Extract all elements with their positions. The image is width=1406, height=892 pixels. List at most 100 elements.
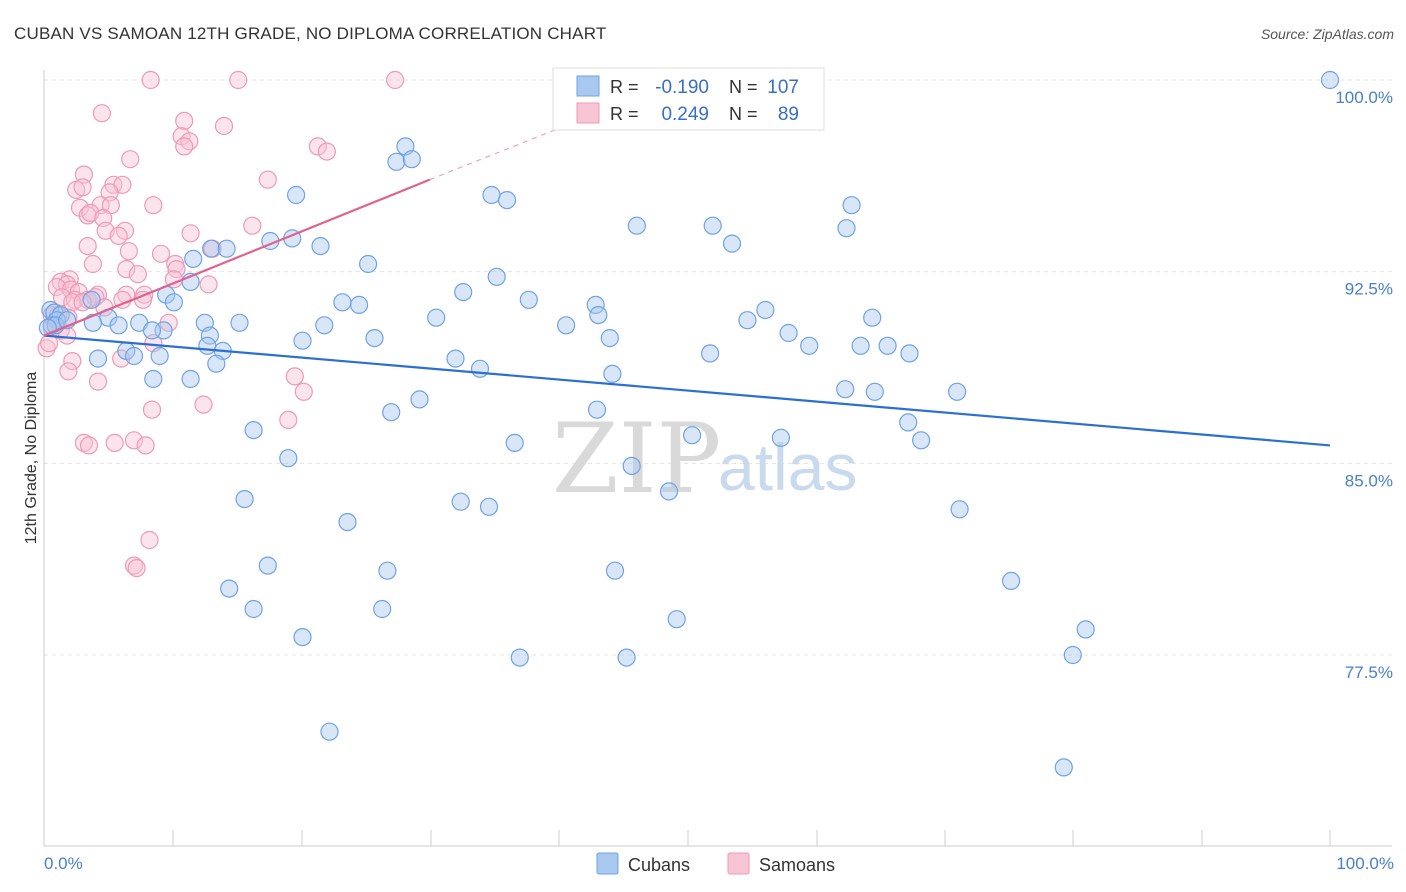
cubans-point-78 [382, 403, 401, 422]
samoans-trend-line [43, 178, 431, 337]
cubans-point-82 [682, 426, 702, 445]
samoans-point-34 [151, 244, 171, 263]
cubans-point-73 [181, 369, 200, 389]
cubans-point-14 [311, 237, 330, 256]
samoans-point-78 [279, 410, 298, 429]
samoans-point-9 [308, 137, 327, 156]
cubans-point-85 [505, 433, 524, 452]
cubans-point-21 [454, 283, 473, 302]
cubans-point-102 [1076, 620, 1095, 639]
samoans-point-13 [258, 170, 277, 189]
samoans-point-15 [73, 178, 92, 197]
cubans-point-88 [659, 482, 679, 501]
cubans-point-100 [373, 599, 392, 619]
cubans-trend-line [43, 334, 1331, 447]
cubans-point-94 [258, 556, 277, 575]
cubans-point-0 [1320, 70, 1340, 90]
stats-n-value-samoans: 89 [778, 104, 799, 125]
samoans-point-4 [175, 111, 194, 131]
cubans-point-80 [899, 413, 918, 432]
cubans-point-61 [88, 349, 108, 368]
samoans-point-82 [79, 436, 99, 455]
cubans-point-108 [1054, 758, 1073, 777]
chart-source: Source: ZipAtlas.com [1261, 26, 1394, 42]
cubans-point-98 [220, 579, 239, 598]
cubans-point-38 [863, 308, 882, 327]
cubans-point-83 [771, 428, 791, 447]
cubans-point-7 [842, 196, 861, 215]
cubans-point-48 [556, 316, 576, 335]
samoans-point-83 [136, 436, 155, 455]
cubans-point-69 [207, 354, 226, 373]
cubans-point-55 [365, 329, 384, 348]
cubans-point-106 [1063, 645, 1082, 665]
stats-swatch-samoans [576, 102, 600, 124]
cubans-point-99 [244, 599, 263, 619]
cubans-point-50 [779, 323, 798, 343]
cubans-point-8 [627, 216, 646, 235]
cubans-point-37 [756, 300, 775, 320]
samoans-point-37 [117, 260, 136, 279]
samoans-point-35 [83, 254, 103, 274]
series-legend: Cubans Samoans [596, 852, 835, 875]
cubans-point-15 [217, 239, 236, 258]
cubans-point-68 [700, 344, 720, 363]
samoans-point-69 [39, 334, 59, 353]
samoans-point-0 [141, 70, 160, 90]
cubans-point-76 [947, 382, 967, 401]
cubans-point-42 [109, 316, 128, 335]
cubans-point-11 [202, 239, 221, 258]
cubans-point-97 [1001, 571, 1021, 591]
samoans-point-68 [37, 339, 56, 358]
cubans-point-22 [519, 290, 538, 309]
cubans-point-72 [144, 369, 163, 389]
legend-label-cubans: Cubans [628, 855, 690, 875]
cubans-point-89 [235, 490, 254, 509]
axes [43, 70, 1392, 847]
samoans-point-39 [128, 265, 147, 284]
cubans-point-45 [230, 313, 249, 332]
x-tick-label-right: 100.0% [1336, 854, 1394, 873]
series-cubans-points [38, 70, 1340, 777]
stats-swatch-cubans [576, 75, 600, 97]
stats-r-value-cubans: -0.190 [655, 77, 709, 98]
samoans-point-73 [88, 372, 108, 391]
samoans-point-20 [70, 198, 90, 217]
cubans-point-32 [82, 290, 101, 309]
stats-legend: R = -0.190 N = 107 R = 0.249 N = 89 [552, 67, 825, 131]
cubans-point-16 [722, 234, 742, 253]
cubans-point-74 [836, 380, 855, 399]
cubans-point-81 [244, 421, 263, 440]
cubans-point-77 [410, 390, 429, 409]
cubans-point-90 [451, 492, 470, 511]
cubans-point-25 [333, 293, 352, 312]
legend-swatch-samoans [727, 852, 750, 875]
cubans-point-64 [150, 346, 169, 366]
samoans-point-19 [144, 196, 163, 215]
cubans-point-75 [865, 382, 884, 401]
cubans-point-105 [617, 648, 636, 667]
cubans-point-103 [293, 627, 312, 647]
cubans-point-93 [338, 512, 357, 532]
cubans-point-65 [198, 336, 217, 355]
cubans-point-4 [287, 185, 306, 205]
cubans-point-52 [142, 321, 162, 340]
samoans-point-86 [127, 558, 146, 578]
cubans-point-36 [589, 306, 608, 325]
samoans-point-10 [317, 142, 336, 161]
cubans-point-79 [587, 400, 607, 419]
cubans-point-46 [315, 316, 334, 335]
cubans-point-107 [320, 722, 339, 741]
y-axis-label: 12th Grade, No Diploma [23, 372, 40, 545]
samoans-point-11 [121, 150, 140, 169]
samoans-point-8 [175, 137, 194, 156]
legend-label-samoans: Samoans [759, 855, 835, 875]
cubans-point-9 [703, 216, 722, 235]
samoans-point-30 [181, 224, 200, 243]
x-tick-label-left: 0.0% [44, 854, 83, 873]
series-samoans-points [37, 70, 405, 578]
samoans-point-74 [285, 367, 304, 386]
cubans-point-57 [800, 336, 819, 355]
x-ticks [43, 830, 1331, 846]
